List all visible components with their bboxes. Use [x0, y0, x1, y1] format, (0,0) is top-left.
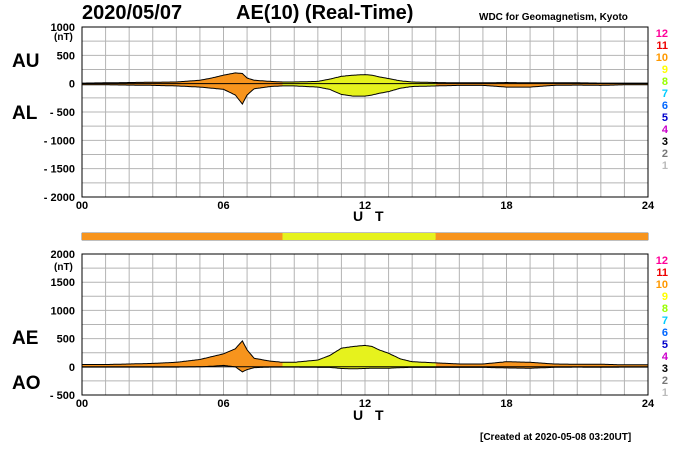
y-tick-label: 0 — [69, 79, 75, 91]
y-tick-label: 2000 — [51, 249, 75, 261]
legend-station-count: 4 — [662, 124, 669, 136]
ae-ao-unit-label: (nT) — [54, 262, 73, 273]
series-line-ae — [82, 340, 648, 366]
date-label: 2020/05/07 — [82, 2, 183, 24]
legend-station-count: 8 — [662, 303, 668, 315]
x-tick-label: 06 — [217, 200, 229, 212]
x-tick-label: 06 — [217, 398, 229, 410]
legend-station-count: 10 — [656, 279, 668, 291]
created-timestamp: [Created at 2020-05-08 03:20UT] — [480, 432, 632, 443]
x-tick-label: 00 — [76, 200, 88, 212]
legend-station-count: 7 — [662, 88, 668, 100]
y-tick-label: 1000 — [51, 305, 75, 317]
y-tick-label: 1500 — [51, 277, 75, 289]
legend-station-count: 9 — [662, 291, 668, 303]
legend-station-count: 12 — [656, 255, 668, 267]
legend-station-count: 6 — [662, 100, 668, 112]
x-tick-label: 24 — [642, 398, 655, 410]
al-label: AL — [12, 103, 38, 124]
x-tick-label: 24 — [642, 200, 655, 212]
plot-frame — [81, 253, 649, 396]
au-label: AU — [12, 51, 40, 72]
x-tick-label: 00 — [76, 398, 88, 410]
x-tick-label: 12 — [359, 200, 371, 212]
series-fill-band — [82, 72, 283, 105]
x-tick-label: 18 — [500, 200, 512, 212]
legend-station-count: 12 — [656, 28, 668, 40]
x-tick-label: 12 — [359, 398, 371, 410]
series-line-al — [82, 84, 648, 106]
ao-label: AO — [12, 373, 41, 394]
x-axis-label-top: U T — [353, 208, 388, 224]
plot-frame — [81, 26, 649, 198]
y-tick-label: 1000 — [51, 22, 75, 34]
y-tick-label: - 2000 — [44, 192, 75, 204]
station-bar-segment — [435, 233, 648, 240]
legend-station-count: 1 — [662, 160, 668, 172]
series-fill-band — [282, 345, 436, 369]
legend-station-count: 3 — [662, 136, 668, 148]
y-tick-label: - 500 — [50, 390, 75, 402]
y-tick-label: 500 — [57, 50, 75, 62]
y-tick-label: - 1000 — [44, 135, 75, 147]
legend-station-count: 7 — [662, 315, 668, 327]
data-source: WDC for Geomagnetism, Kyoto — [479, 12, 628, 23]
legend-station-count: 6 — [662, 327, 668, 339]
au-al-unit-label: (nT) — [54, 32, 73, 43]
series-fill-band — [282, 74, 436, 97]
x-tick-label: 18 — [500, 398, 512, 410]
ae-label: AE — [12, 328, 39, 349]
legend-station-count: 10 — [656, 52, 668, 64]
y-tick-label: - 1500 — [44, 164, 75, 176]
legend-station-count: 8 — [662, 76, 668, 88]
y-tick-label: - 500 — [50, 107, 75, 119]
legend-station-count: 11 — [656, 40, 668, 52]
legend-station-count: 1 — [662, 387, 668, 399]
plot-title: AE(10) (Real-Time) — [236, 2, 414, 24]
legend-station-count: 3 — [662, 363, 668, 375]
station-bar-segment — [282, 233, 436, 240]
legend-station-count: 2 — [662, 375, 668, 387]
y-tick-label: 500 — [57, 334, 75, 346]
legend-station-count: 11 — [656, 267, 668, 279]
legend-station-count: 5 — [662, 112, 668, 124]
legend-station-count: 9 — [662, 64, 668, 76]
legend-station-count: 4 — [662, 351, 669, 363]
legend-station-count: 5 — [662, 339, 668, 351]
x-axis-label-bottom: U T — [353, 407, 388, 423]
y-tick-label: 0 — [69, 362, 75, 374]
series-line-au — [82, 72, 648, 84]
legend-station-count: 2 — [662, 148, 668, 160]
station-bar-segment — [82, 233, 283, 240]
